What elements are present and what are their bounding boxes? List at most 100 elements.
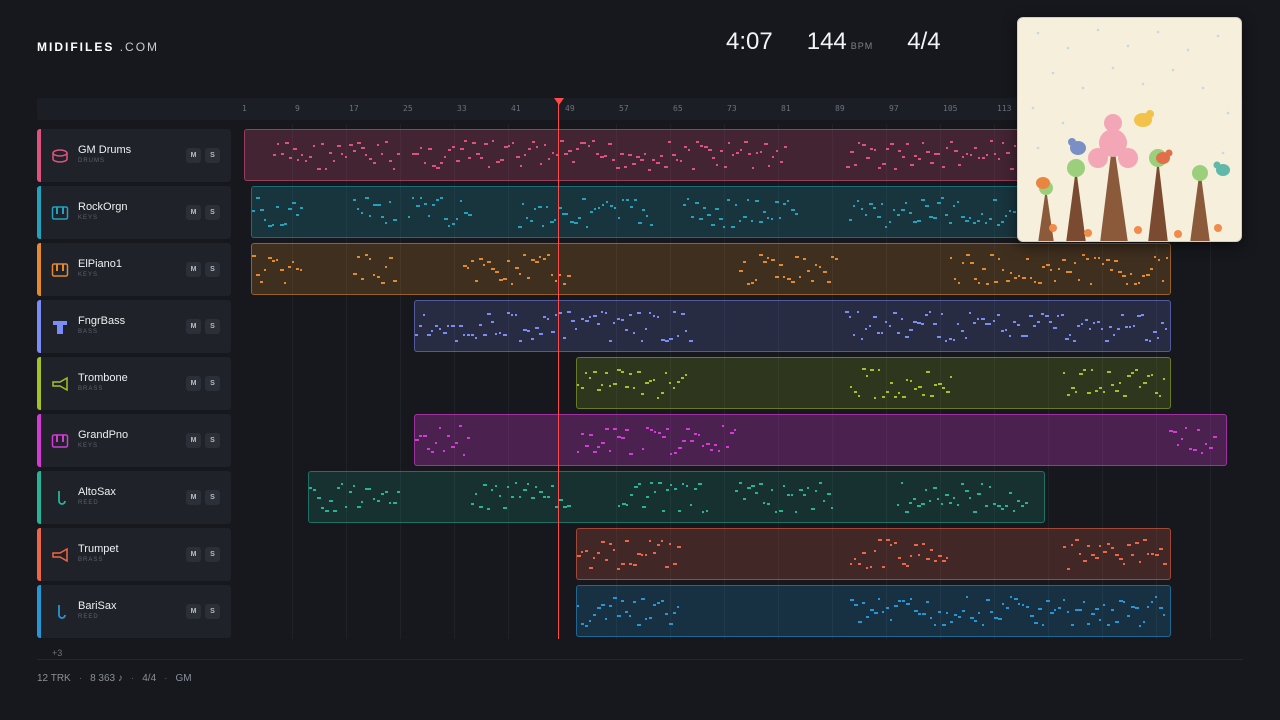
track-header-fngrbass[interactable]: FngrBass BASS M S	[37, 300, 231, 353]
midi-clip-elpiano1[interactable]	[251, 243, 1171, 295]
solo-button[interactable]: S	[205, 376, 220, 391]
note-mark	[795, 213, 799, 215]
note-mark	[993, 281, 998, 283]
note-mark	[905, 565, 909, 567]
note-mark	[677, 510, 681, 512]
note-mark	[659, 155, 663, 157]
midi-clip-barisax[interactable]	[576, 585, 1171, 637]
track-header-gm-drums[interactable]: GM Drums DRUMS M S	[37, 129, 231, 182]
solo-button[interactable]: S	[205, 205, 220, 220]
note-mark	[591, 140, 595, 142]
note-mark	[890, 143, 895, 145]
track-header-barisax[interactable]: BariSax REED M S	[37, 585, 231, 638]
note-mark	[774, 276, 779, 278]
note-mark	[1095, 390, 1099, 392]
note-mark	[1165, 257, 1168, 259]
solo-button[interactable]: S	[205, 148, 220, 163]
note-mark	[703, 207, 707, 209]
solo-button[interactable]: S	[205, 604, 220, 619]
mute-button[interactable]: M	[186, 490, 201, 505]
note-mark	[920, 199, 925, 201]
mute-button[interactable]: M	[186, 376, 201, 391]
note-mark	[625, 386, 629, 388]
note-mark	[551, 152, 554, 154]
note-mark	[467, 267, 470, 269]
note-mark	[669, 543, 671, 545]
mute-button[interactable]: M	[186, 205, 201, 220]
note-mark	[1071, 624, 1075, 626]
midi-clip-fngrbass[interactable]	[414, 300, 1171, 352]
note-mark	[288, 157, 292, 159]
track-header-trumpet[interactable]: Trumpet BRASS M S	[37, 528, 231, 581]
note-mark	[1141, 314, 1145, 316]
note-mark	[645, 382, 649, 384]
note-mark	[882, 163, 887, 165]
note-mark	[621, 600, 624, 602]
playhead-handle[interactable]	[554, 98, 564, 105]
note-mark	[380, 282, 385, 284]
note-mark	[1041, 313, 1045, 315]
track-header-grandpno[interactable]: GrandPno KEYS M S	[37, 414, 231, 467]
grid-line	[1048, 124, 1049, 639]
note-mark	[613, 549, 615, 551]
track-header-altosax[interactable]: AltoSax REED M S	[37, 471, 231, 524]
mute-button[interactable]: M	[186, 148, 201, 163]
midi-clip-gm-drums[interactable]	[244, 129, 1171, 181]
midi-clip-grandpno[interactable]	[414, 414, 1227, 466]
more-tracks-indicator[interactable]: +3	[52, 648, 63, 658]
note-mark	[1005, 607, 1009, 609]
grid-line	[400, 124, 401, 639]
track-header-trombone[interactable]: Trombone BRASS M S	[37, 357, 231, 410]
note-mark	[1065, 338, 1070, 340]
note-mark	[280, 153, 284, 155]
solo-button[interactable]: S	[205, 262, 220, 277]
note-mark	[1053, 609, 1056, 611]
midi-clip-altosax[interactable]	[308, 471, 1045, 523]
midi-clip-trumpet[interactable]	[576, 528, 1171, 580]
note-mark	[662, 436, 667, 438]
footer-divider	[37, 659, 1243, 660]
note-mark	[1091, 554, 1096, 556]
mute-button[interactable]: M	[186, 433, 201, 448]
solo-button[interactable]: S	[205, 319, 220, 334]
note-mark	[360, 212, 363, 214]
mute-button[interactable]: M	[186, 262, 201, 277]
solo-button[interactable]: S	[205, 547, 220, 562]
note-mark	[415, 153, 419, 155]
playhead[interactable]	[558, 104, 559, 639]
note-mark	[711, 157, 715, 159]
note-mark	[866, 157, 871, 159]
solo-button[interactable]: S	[205, 490, 220, 505]
note-mark	[507, 145, 510, 147]
note-mark	[264, 219, 266, 221]
note-mark	[1143, 621, 1146, 623]
note-mark	[622, 199, 625, 201]
mute-button[interactable]: M	[186, 604, 201, 619]
note-mark	[368, 258, 371, 260]
note-mark	[423, 314, 425, 316]
note-mark	[848, 219, 852, 221]
note-mark	[822, 271, 827, 273]
midi-clip-trombone[interactable]	[576, 357, 1171, 409]
note-mark	[1091, 369, 1094, 371]
note-mark	[491, 268, 496, 270]
mute-button[interactable]: M	[186, 319, 201, 334]
note-mark	[953, 497, 955, 499]
track-header-rockorgn[interactable]: RockOrgn KEYS M S	[37, 186, 231, 239]
timeline-ruler[interactable]: 1 9 17 25 33 41 49 57 65 73 81 89 97 105…	[37, 98, 1243, 120]
note-mark	[665, 340, 670, 342]
note-mark	[539, 256, 542, 258]
note-mark	[1185, 427, 1188, 429]
track-category: REED	[78, 500, 99, 506]
note-mark	[860, 208, 863, 210]
solo-button[interactable]: S	[205, 433, 220, 448]
note-mark	[699, 218, 704, 220]
mute-button[interactable]: M	[186, 547, 201, 562]
brand-logo[interactable]: MIDIFILES .COM	[37, 40, 159, 54]
note-mark	[589, 620, 591, 622]
note-mark	[1000, 221, 1004, 223]
note-mark	[917, 505, 921, 507]
note-mark	[930, 162, 935, 164]
note-mark	[1001, 269, 1004, 271]
track-header-elpiano1[interactable]: ElPiano1 KEYS M S	[37, 243, 231, 296]
